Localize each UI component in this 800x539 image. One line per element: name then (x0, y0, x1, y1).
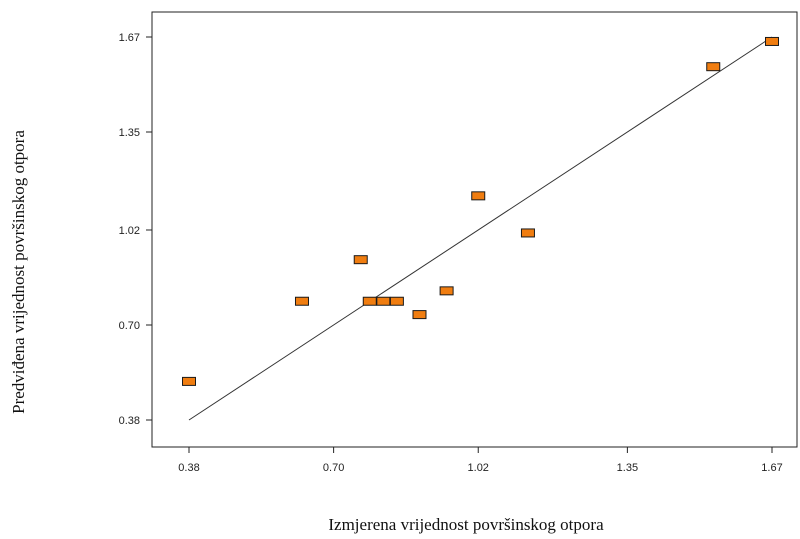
data-point-10 (706, 62, 721, 72)
x-tick-label-4: 1.67 (761, 462, 782, 474)
x-tick-label-3: 1.35 (617, 462, 638, 474)
data-point-4 (376, 296, 391, 306)
data-point-6 (412, 310, 427, 320)
y-axis: 0.38 0.70 1.02 1.35 1.67 (119, 32, 152, 427)
data-point-1 (294, 296, 309, 306)
data-point-11 (765, 36, 779, 46)
y-tick-label-0: 0.38 (119, 415, 140, 427)
data-points (182, 36, 779, 386)
y-tick-label-2: 1.02 (119, 225, 140, 237)
data-point-5 (389, 296, 404, 306)
y-axis-title: Predviđena vrijednost površinskog otpora (9, 130, 28, 414)
data-point-8 (471, 191, 486, 201)
x-tick-label-1: 0.70 (323, 462, 344, 474)
data-point-2 (353, 255, 368, 265)
x-tick-label-0: 0.38 (178, 462, 199, 474)
fit-line (188, 36, 773, 421)
y-tick-label-3: 1.35 (119, 127, 140, 139)
y-tick-label-4: 1.67 (119, 32, 140, 44)
x-tick-label-2: 1.02 (468, 462, 489, 474)
data-point-0 (182, 376, 196, 386)
data-point-9 (520, 228, 535, 238)
x-axis-title: Izmjerena vrijednost površinskog otpora (328, 515, 604, 534)
data-point-3 (362, 296, 377, 306)
x-axis: 0.38 0.70 1.02 1.35 1.67 (178, 447, 783, 474)
data-point-7 (439, 286, 454, 296)
plot-area (151, 11, 798, 448)
y-tick-label-1: 0.70 (119, 320, 140, 332)
